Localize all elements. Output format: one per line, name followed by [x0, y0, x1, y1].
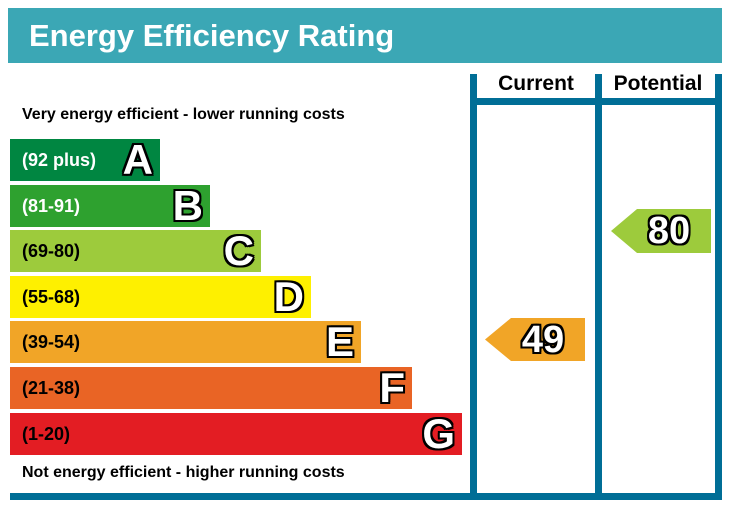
header-underline: [470, 98, 722, 105]
title-bar: Energy Efficiency Rating: [8, 8, 722, 63]
band-d: (55-68) D: [10, 276, 311, 318]
column-divider-left: [470, 74, 477, 500]
band-range-label: (69-80): [22, 240, 81, 261]
band-range-label: (92 plus): [22, 149, 97, 170]
caption-not-efficient: Not energy efficient - higher running co…: [22, 464, 345, 481]
band-letter: C: [223, 227, 254, 274]
band-range-label: (1-20): [22, 423, 71, 444]
column-header-potential: Potential: [613, 72, 703, 95]
band-letter: E: [325, 318, 354, 365]
current-rating-arrow: 49: [485, 318, 585, 361]
band-a: (92 plus) A: [10, 139, 160, 181]
column-divider-right: [715, 74, 722, 500]
band-e: (39-54) E: [10, 321, 361, 363]
band-letter: F: [379, 364, 405, 411]
column-divider-middle: [595, 74, 602, 500]
band-range-label: (39-54): [22, 331, 81, 352]
band-g: (1-20) G: [10, 413, 462, 455]
band-letter: G: [422, 410, 455, 457]
bottom-border-line: [10, 493, 722, 500]
current-rating-value: 49: [521, 318, 565, 361]
caption-very-efficient: Very energy efficient - lower running co…: [22, 106, 345, 123]
band-range-label: (21-38): [22, 377, 81, 398]
band-b: (81-91) B: [10, 185, 210, 227]
band-letter: D: [273, 273, 304, 320]
band-f: (21-38) F: [10, 367, 412, 409]
potential-rating-value: 80: [647, 210, 691, 252]
potential-rating-arrow: 80: [611, 209, 711, 253]
column-header-current: Current: [498, 72, 574, 95]
band-range-label: (81-91): [22, 195, 81, 216]
band-letter: B: [172, 182, 203, 229]
page-title: Energy Efficiency Rating: [29, 17, 395, 53]
band-letter: A: [122, 136, 153, 183]
band-range-label: (55-68): [22, 286, 81, 307]
band-c: (69-80) C: [10, 230, 261, 272]
